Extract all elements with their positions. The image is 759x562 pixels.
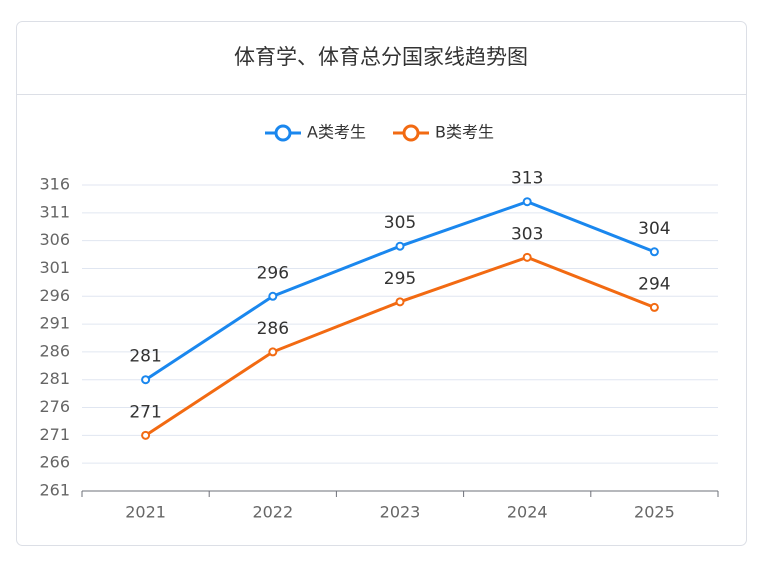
y-tick-label: 286 (39, 341, 70, 360)
data-point (522, 197, 532, 207)
data-label: 281 (129, 347, 161, 367)
data-point (522, 252, 532, 262)
y-tick-label: 296 (39, 286, 70, 305)
data-label: 294 (638, 274, 670, 294)
y-tick-label: 266 (39, 453, 70, 472)
y-tick-label: 281 (39, 369, 70, 388)
data-point (395, 241, 405, 251)
data-label: 296 (257, 263, 289, 283)
chart-title: 体育学、体育总分国家线趋势图 (234, 45, 528, 69)
y-tick-label: 271 (39, 425, 70, 444)
y-tick-label: 261 (39, 481, 70, 500)
y-tick-label: 316 (39, 175, 70, 194)
x-tick-label: 2022 (252, 503, 293, 522)
data-point (141, 430, 151, 440)
y-tick-label: 291 (39, 314, 70, 333)
data-point (141, 375, 151, 385)
x-tick-label: 2024 (507, 503, 548, 522)
x-tick-label: 2025 (634, 503, 675, 522)
data-point (649, 302, 659, 312)
legend-marker (402, 124, 420, 142)
data-label: 305 (384, 213, 416, 233)
card (16, 21, 747, 546)
data-label: 271 (129, 402, 161, 422)
x-tick-label: 2021 (125, 503, 166, 522)
data-label: 313 (511, 169, 543, 189)
legend-marker (274, 124, 292, 142)
y-tick-label: 276 (39, 397, 70, 416)
data-label: 303 (511, 224, 543, 244)
y-tick-label: 311 (39, 202, 70, 221)
data-point (395, 297, 405, 307)
data-point (268, 291, 278, 301)
y-tick-label: 306 (39, 230, 70, 249)
legend-label: B类考生 (435, 123, 494, 142)
data-label: 295 (384, 269, 416, 289)
data-label: 304 (638, 219, 670, 239)
data-label: 286 (257, 319, 289, 339)
legend-label: A类考生 (307, 123, 366, 142)
data-point (268, 347, 278, 357)
data-point (649, 247, 659, 257)
x-tick-label: 2023 (380, 503, 421, 522)
y-tick-label: 301 (39, 258, 70, 277)
